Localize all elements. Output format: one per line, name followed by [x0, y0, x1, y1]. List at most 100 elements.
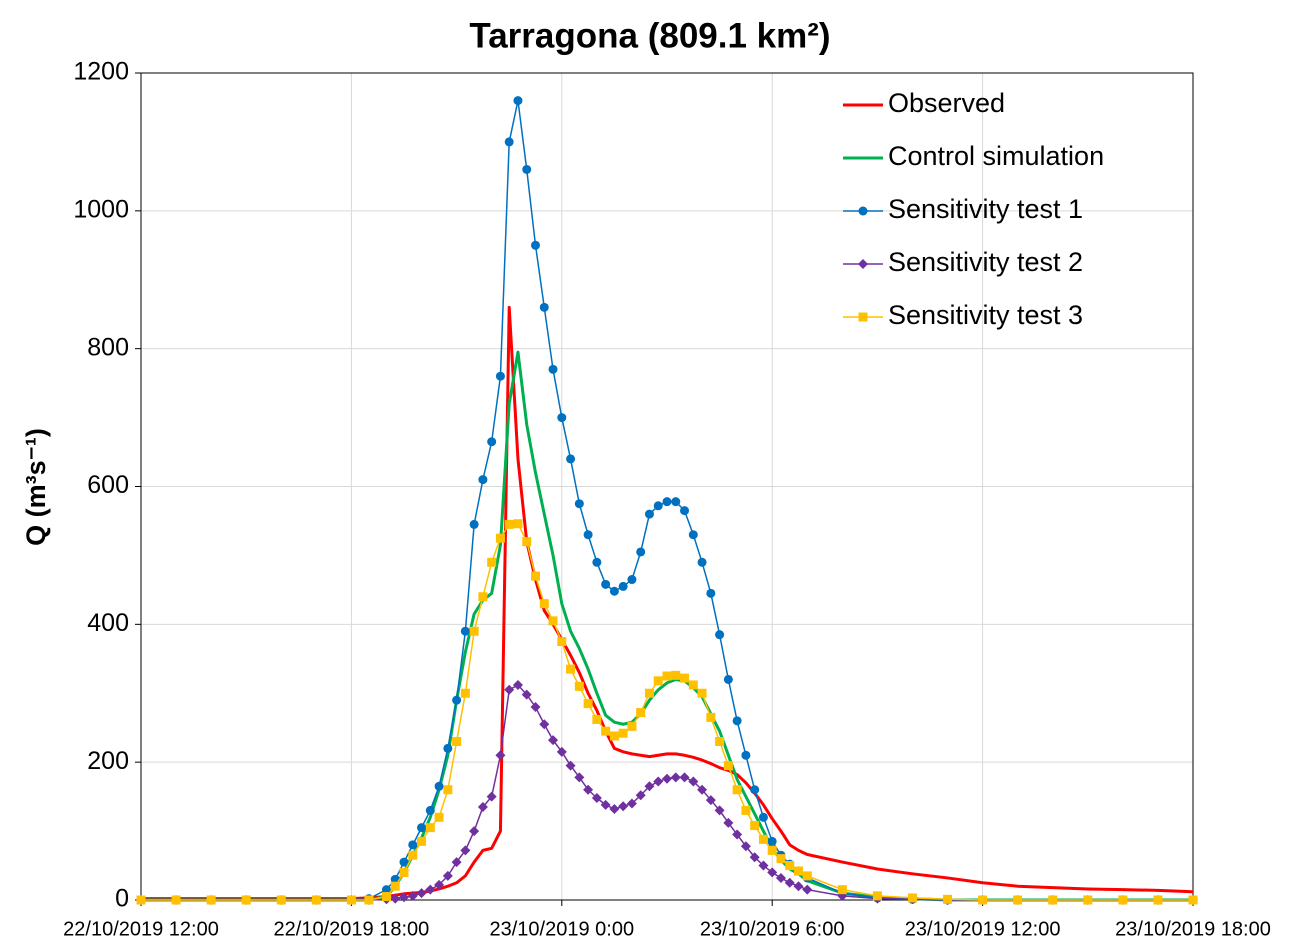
data-point [504, 684, 515, 695]
data-point [504, 519, 514, 529]
data-point [705, 795, 716, 806]
data-point [574, 499, 584, 509]
data-point [583, 530, 593, 540]
series-line [141, 350, 1193, 902]
data-point [793, 881, 804, 892]
data-point [732, 785, 742, 795]
data-point [715, 630, 725, 640]
data-point [635, 790, 646, 801]
data-point [776, 854, 786, 864]
legend-label: Observed [888, 88, 1005, 118]
data-point [1118, 895, 1128, 905]
data-point [750, 821, 760, 831]
data-point [688, 776, 699, 787]
data-point [601, 579, 611, 589]
data-point [548, 735, 559, 746]
data-point [513, 96, 523, 106]
data-point [749, 852, 760, 863]
data-point [592, 557, 602, 567]
data-point [487, 437, 497, 447]
data-point [574, 772, 585, 783]
data-point [434, 812, 444, 822]
data-point [653, 501, 663, 511]
data-point [785, 861, 795, 871]
data-point [1153, 895, 1163, 905]
data-point [715, 736, 725, 746]
data-point [627, 721, 637, 731]
data-point [469, 626, 479, 636]
data-point [417, 836, 427, 846]
y-tick-label: 800 [87, 333, 129, 361]
data-point [601, 726, 611, 736]
data-point [469, 519, 479, 529]
data-point [618, 728, 628, 738]
data-point [531, 571, 540, 581]
data-point [609, 731, 619, 741]
data-point [671, 497, 681, 507]
data-point [136, 895, 146, 905]
data-point [872, 891, 882, 901]
data-point [408, 840, 418, 850]
data-point [521, 689, 532, 700]
series-line [141, 305, 1194, 901]
data-point [477, 801, 488, 812]
data-point [486, 791, 497, 802]
data-point [478, 475, 488, 485]
data-point [495, 371, 505, 381]
data-point [653, 676, 663, 686]
y-tick-label: 0 [115, 885, 129, 913]
x-tick-label: 23/10/2019 18:00 [1115, 918, 1271, 940]
data-point [750, 785, 760, 795]
data-point [758, 812, 768, 822]
data-point [276, 895, 286, 905]
data-point [802, 884, 813, 895]
data-point [653, 776, 664, 787]
data-point [732, 716, 742, 726]
data-point [907, 893, 917, 903]
y-axis-label: Q (m³s⁻¹) [21, 428, 51, 546]
data-point [636, 708, 646, 718]
x-tick-label: 23/10/2019 0:00 [490, 918, 635, 940]
legend-marker [858, 259, 868, 269]
data-point [943, 894, 953, 904]
data-point [390, 893, 401, 904]
data-point [381, 892, 391, 902]
data-point [416, 888, 427, 899]
data-point [644, 688, 654, 698]
data-point [443, 785, 453, 795]
data-point [1013, 895, 1023, 905]
data-point [794, 866, 803, 876]
data-point [434, 781, 444, 791]
data-point [618, 581, 628, 591]
data-point [346, 895, 356, 905]
data-point [723, 817, 734, 828]
data-point [381, 885, 391, 895]
data-point [662, 497, 672, 507]
data-point [1048, 895, 1058, 905]
x-tick-label: 23/10/2019 12:00 [905, 918, 1061, 940]
data-point [206, 895, 216, 905]
data-point [504, 137, 514, 147]
data-point [566, 664, 576, 674]
data-point [522, 537, 532, 547]
chart-title: Tarragona (809.1 km²) [469, 16, 830, 55]
data-point [636, 547, 646, 557]
data-point [1188, 895, 1198, 905]
data-point [460, 626, 470, 636]
data-point [548, 364, 558, 374]
data-point [557, 413, 567, 423]
data-point [469, 826, 480, 837]
data-point [714, 805, 725, 816]
data-point [697, 557, 707, 567]
data-point [618, 801, 629, 812]
data-point [171, 895, 181, 905]
data-point [591, 793, 602, 804]
data-point [452, 736, 462, 746]
data-point [531, 240, 540, 250]
data-point [513, 519, 523, 529]
data-point [723, 674, 733, 684]
legend-label: Sensitivity test 2 [888, 247, 1083, 277]
series-line [141, 684, 1193, 901]
x-tick-label: 23/10/2019 6:00 [700, 918, 845, 940]
